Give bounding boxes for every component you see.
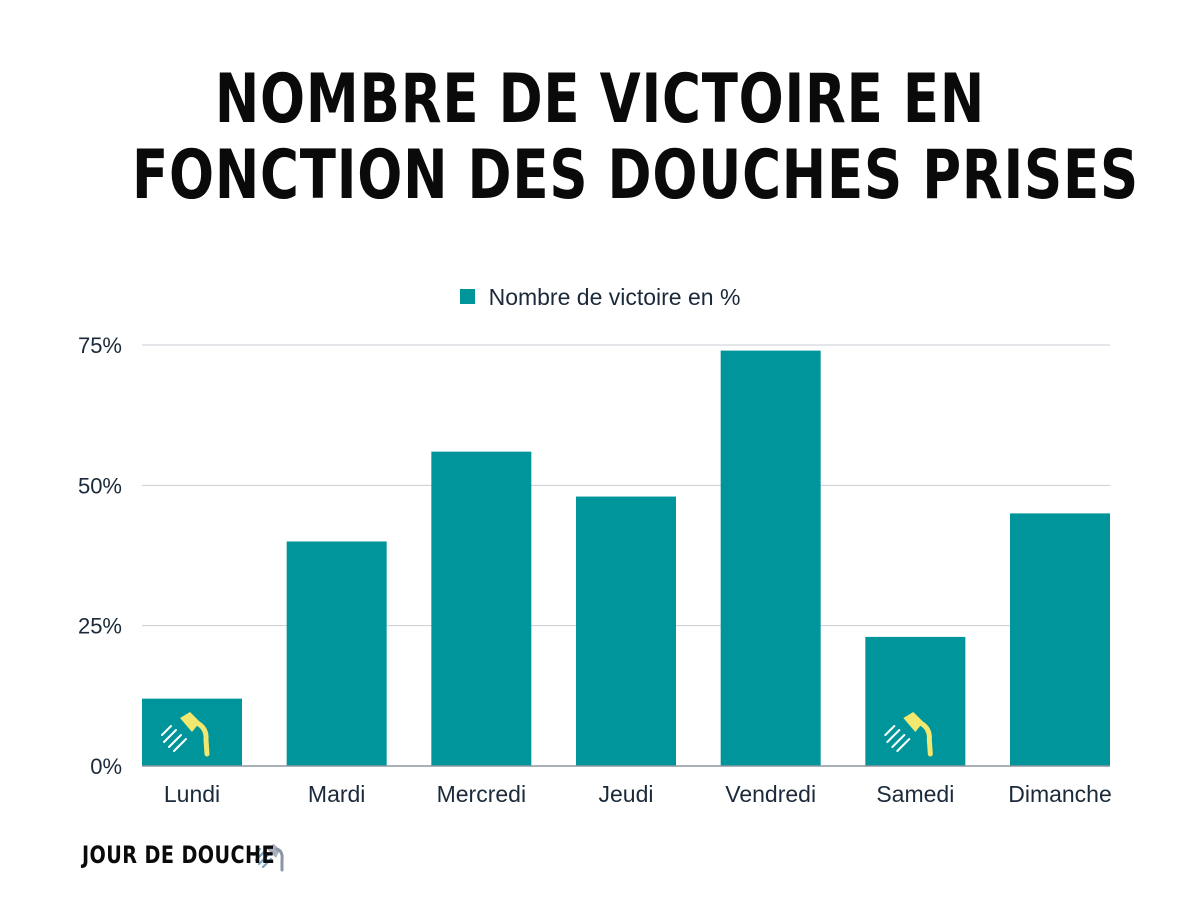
chart-title: NOMBRE DE VICTOIRE EN FONCTION DES DOUCH… <box>132 60 1139 215</box>
x-tick-label: Jeudi <box>599 781 654 807</box>
y-tick-label: 25% <box>78 614 122 639</box>
bar <box>142 698 242 766</box>
x-tick-label: Vendredi <box>725 781 816 807</box>
shower-head-icon <box>161 712 210 757</box>
footer-brand: JOUR DE DOUCHE <box>82 838 286 872</box>
bar <box>431 451 532 766</box>
bar <box>286 541 387 766</box>
y-tick-label: 50% <box>78 473 122 498</box>
bar <box>865 636 966 766</box>
x-tick-label: Samedi <box>876 781 954 807</box>
x-tick-label: Lundi <box>164 781 220 807</box>
x-tick-label: Dimanche <box>1008 781 1112 807</box>
legend-label: Nombre de victoire en % <box>488 284 741 310</box>
footer-brand-text: JOUR DE DOUCHE <box>82 841 275 869</box>
chart-legend: Nombre de victoire en % <box>0 284 1200 311</box>
bar <box>576 496 676 766</box>
chart-title-line-2: FONCTION DES DOUCHES PRISES <box>132 136 1139 215</box>
chart-title-line-1: NOMBRE DE VICTOIRE EN <box>214 60 986 139</box>
shower-head-icon <box>884 712 933 757</box>
y-tick-label: 75% <box>78 333 122 358</box>
shower-head-icon <box>252 844 284 872</box>
y-tick-label: 0% <box>90 754 122 779</box>
bar <box>1010 513 1110 766</box>
x-tick-label: Mercredi <box>437 781 526 807</box>
legend-swatch <box>459 289 475 304</box>
bar <box>720 350 821 766</box>
x-tick-label: Mardi <box>308 781 366 807</box>
